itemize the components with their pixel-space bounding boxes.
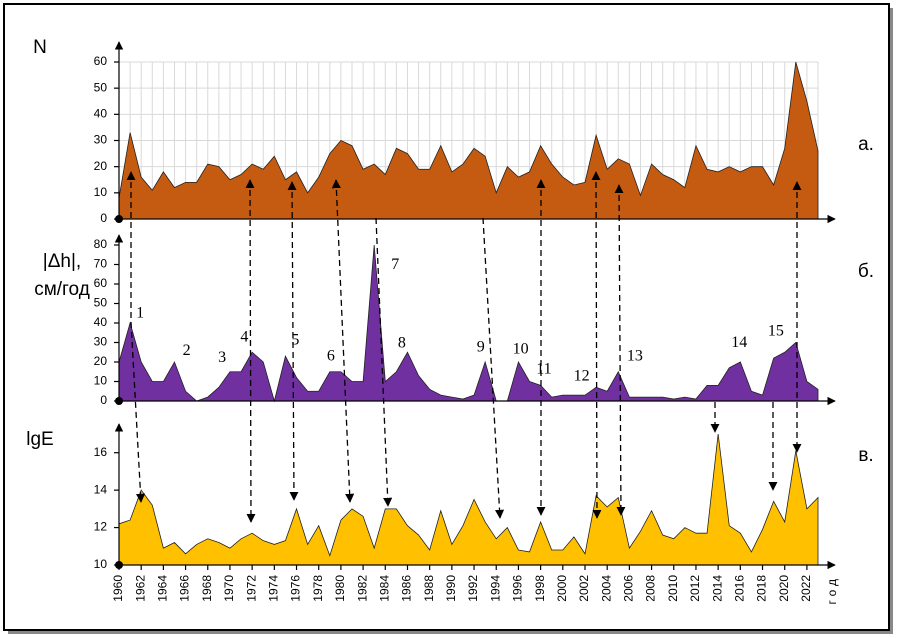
y-tick-label: 12 <box>94 520 108 534</box>
x-tick-label: 2008 <box>644 575 658 602</box>
y-tick-label: 50 <box>94 296 108 310</box>
origin-dot <box>115 397 123 405</box>
annotation: 15 <box>768 323 784 340</box>
x-tick-label: 1962 <box>133 575 147 602</box>
x-tick-label: 1988 <box>422 575 436 602</box>
x-tick-label: 2004 <box>599 575 613 602</box>
y-tick-label: 70 <box>94 257 108 271</box>
x-tick-label: 2002 <box>577 575 591 602</box>
arrow <box>614 184 626 516</box>
x-tick-label: 1998 <box>533 575 547 602</box>
y-tick-label: 60 <box>94 54 108 68</box>
annotation: 13 <box>627 348 643 365</box>
panel-label: б. <box>858 261 874 282</box>
annotation: 7 <box>391 256 399 273</box>
area <box>118 244 819 403</box>
x-axis-title: год <box>825 575 839 605</box>
annotation: 4 <box>240 329 248 346</box>
plots: 0 10 20 30 40 50 60 Nа. 0 10 20 30 40 50 60 70 80 |Δh|, см… <box>26 37 874 605</box>
annotation: 9 <box>477 339 485 356</box>
x-tick-label: 2022 <box>799 575 813 602</box>
dashed-arrows <box>126 171 802 523</box>
annotation: 10 <box>513 341 529 358</box>
x-tick-label: 1968 <box>200 575 214 602</box>
y-tick-label: 10 <box>94 374 108 388</box>
arrow <box>245 179 256 523</box>
annotation: 14 <box>731 334 747 351</box>
x-tick-label: 1974 <box>267 575 281 602</box>
x-tick-label: 1966 <box>178 575 192 602</box>
arrow <box>130 321 146 503</box>
x-tick-label: 2014 <box>710 575 724 602</box>
y-tick-label: 20 <box>94 354 108 368</box>
y-tick-label: 14 <box>94 482 108 496</box>
annotation: 11 <box>536 361 551 378</box>
arrow <box>331 179 355 503</box>
y-tick-label: 10 <box>94 557 108 571</box>
x-tick-label: 1964 <box>156 575 170 602</box>
x-tick-label: 1978 <box>311 575 325 602</box>
x-tick-label: 1960 <box>111 575 125 602</box>
x-tick-label: 1982 <box>355 575 369 602</box>
x-tick-label: 1972 <box>244 575 258 602</box>
arrow <box>287 181 299 501</box>
y-tick-label: 80 <box>94 237 108 251</box>
annotation: 6 <box>327 348 335 365</box>
x-tick-label: 2018 <box>755 575 769 602</box>
y-tick-label: 20 <box>94 159 108 173</box>
x-tick-label: 1996 <box>511 575 525 602</box>
y-axis-title: см/год <box>34 279 90 300</box>
y-tick-label: 30 <box>94 133 108 147</box>
y-tick-label: 40 <box>94 315 108 329</box>
panel-label: а. <box>858 134 874 155</box>
y-tick-label: 16 <box>94 445 108 459</box>
area <box>118 61 819 220</box>
arrow <box>375 217 393 507</box>
origin-dot <box>115 215 123 223</box>
x-tick-label: 1994 <box>488 575 502 602</box>
y-tick-label: 40 <box>94 107 108 121</box>
x-tick-label: 1992 <box>466 575 480 602</box>
x-tick-label: 1986 <box>400 575 414 602</box>
area <box>118 433 819 566</box>
x-tick-label: 2016 <box>733 575 747 602</box>
x-tick-label: 1984 <box>377 575 391 602</box>
x-tick-label: 1990 <box>444 575 458 602</box>
arrow <box>482 217 505 519</box>
y-tick-label: 0 <box>100 211 107 225</box>
x-tick-label: 2006 <box>622 575 636 602</box>
y-tick-label: 0 <box>100 393 107 407</box>
x-tick-label: 2000 <box>555 575 569 602</box>
x-tick-label: 2020 <box>777 575 791 602</box>
x-tick-label: 1970 <box>222 575 236 602</box>
y-axis-title: N <box>33 37 47 58</box>
y-tick-label: 10 <box>94 185 108 199</box>
annotation: 1 <box>136 305 144 322</box>
x-tick-label: 1980 <box>333 575 347 602</box>
y-tick-label: 50 <box>94 80 108 94</box>
arrow <box>591 171 602 519</box>
y-tick-label: 30 <box>94 335 108 349</box>
x-tick-label: 2012 <box>688 575 702 602</box>
annotation: 3 <box>218 349 226 366</box>
y-axis-title: |Δh|, <box>43 251 81 272</box>
x-tick-label: 1976 <box>289 575 303 602</box>
x-tick-label: 2010 <box>666 575 680 602</box>
annotation: 12 <box>574 368 590 385</box>
annotation: 2 <box>183 342 191 359</box>
y-tick-label: 60 <box>94 276 108 290</box>
panel-label: в. <box>858 445 873 466</box>
y-axis-title: lgE <box>26 429 53 450</box>
annotation: 8 <box>398 335 406 352</box>
